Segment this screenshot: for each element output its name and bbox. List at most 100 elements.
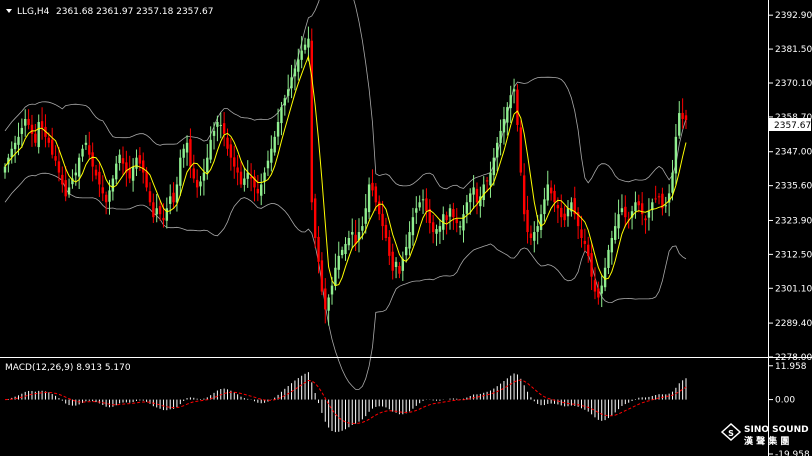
candle-body xyxy=(195,179,199,188)
candle-body xyxy=(661,193,664,209)
candle-body xyxy=(118,154,121,163)
price-tick-label: 2278.00 xyxy=(775,353,812,363)
candle-body xyxy=(337,255,340,270)
chevron-down-icon[interactable] xyxy=(6,9,12,13)
current-price-box xyxy=(769,118,811,131)
candle-body xyxy=(614,226,617,240)
candle-body xyxy=(148,191,152,203)
macd-signal-line xyxy=(4,379,687,425)
price-tick-label: 2392.90 xyxy=(775,11,812,21)
candle-body xyxy=(74,172,77,176)
candle-body xyxy=(30,124,34,134)
candle-body xyxy=(216,121,219,127)
candle-body xyxy=(111,178,115,192)
candle-body xyxy=(212,130,216,136)
macd-tick-label: -19.958 xyxy=(775,450,810,456)
candle-body xyxy=(391,251,394,271)
brand-en: SINO SOUND xyxy=(744,425,809,435)
price-pane xyxy=(3,0,688,390)
candle-body xyxy=(472,187,475,195)
candle-body xyxy=(270,148,273,163)
candle-body xyxy=(357,232,361,241)
candle-body xyxy=(253,176,256,188)
candle-body xyxy=(243,178,246,185)
candle-body xyxy=(684,115,688,120)
price-tick-label: 2335.60 xyxy=(775,182,812,192)
candle-body xyxy=(678,113,681,136)
candle-body xyxy=(307,38,310,48)
candle-body xyxy=(206,157,209,173)
ohlc-readout: 2361.68 2361.97 2357.18 2357.67 xyxy=(56,7,213,17)
candle-body xyxy=(475,188,479,203)
candle-body xyxy=(297,59,300,72)
candle-body xyxy=(425,198,428,212)
candle-body xyxy=(489,172,492,186)
candle-body xyxy=(344,243,347,255)
candle-body xyxy=(617,214,620,229)
candle-body xyxy=(320,260,324,292)
candle-body xyxy=(512,89,516,92)
candle-body xyxy=(310,40,313,203)
candle-body xyxy=(64,180,67,197)
candle-body xyxy=(209,139,212,160)
brand-cn: 漢 聲 集 團 xyxy=(744,435,789,447)
candle-body xyxy=(408,232,411,249)
candle-body xyxy=(644,218,647,221)
candle-body xyxy=(340,249,344,256)
candle-body xyxy=(276,121,280,137)
logo-watermark: S SINO SOUND 漢 聲 集 團 xyxy=(720,422,809,447)
candle-body xyxy=(155,208,158,215)
candle-body xyxy=(54,156,57,161)
candle-body xyxy=(57,161,61,173)
candle-body xyxy=(185,142,189,153)
candle-body xyxy=(61,174,64,185)
candle-body xyxy=(219,124,222,126)
candle-body xyxy=(509,95,512,109)
candle-body xyxy=(462,214,465,231)
candle-body xyxy=(404,246,408,256)
candle-body xyxy=(67,187,71,195)
candle-body xyxy=(465,202,469,214)
candle-body xyxy=(603,267,607,288)
candle-body xyxy=(361,226,364,231)
candle-body xyxy=(570,202,573,212)
candle-body xyxy=(519,127,523,173)
candle-body xyxy=(7,157,10,165)
candle-body xyxy=(667,193,671,203)
candle-body xyxy=(681,112,684,119)
candle-body xyxy=(469,193,472,203)
candle-body xyxy=(290,77,293,89)
candle-body xyxy=(458,226,462,228)
candle-body xyxy=(671,172,674,193)
candle-body xyxy=(502,119,506,133)
candle-body xyxy=(145,171,148,188)
candle-body xyxy=(597,288,600,298)
candle-body xyxy=(607,249,610,268)
price-axis: 2392.90 2381.50 2370.10 2358.70 2347.00 2335.… xyxy=(769,11,812,363)
candle-body xyxy=(657,196,661,198)
candle-body xyxy=(229,144,233,158)
candle-body xyxy=(273,136,276,153)
candle-body xyxy=(398,265,401,274)
candle-body xyxy=(549,187,553,194)
macd-pane xyxy=(4,372,687,433)
candle-body xyxy=(108,190,111,202)
candle-body xyxy=(34,133,37,143)
candle-body xyxy=(452,209,455,218)
candle-body xyxy=(3,166,7,173)
candle-body xyxy=(27,118,30,125)
candle-body xyxy=(654,198,657,200)
candle-body xyxy=(260,184,263,196)
symbol-label[interactable]: LLG,H4 xyxy=(17,7,50,17)
ma-line xyxy=(4,54,687,287)
candle-body xyxy=(445,215,448,221)
candle-body xyxy=(620,208,624,213)
candle-body xyxy=(77,157,81,177)
candle-body xyxy=(50,139,54,155)
candle-body xyxy=(492,157,496,176)
candles xyxy=(3,26,688,326)
macd-axis: 11.958 0.00 -19.958 xyxy=(769,362,810,456)
candle-body xyxy=(13,142,17,150)
candle-body xyxy=(418,202,421,208)
candle-body xyxy=(529,233,533,238)
